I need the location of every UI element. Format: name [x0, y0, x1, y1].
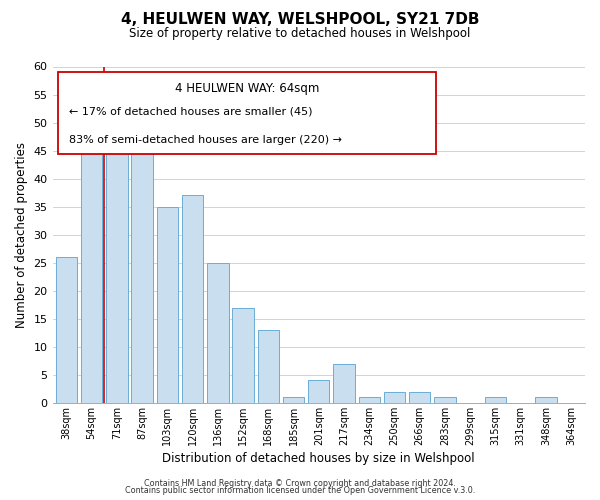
- Text: Contains public sector information licensed under the Open Government Licence v.: Contains public sector information licen…: [125, 486, 475, 495]
- X-axis label: Distribution of detached houses by size in Welshpool: Distribution of detached houses by size …: [163, 452, 475, 465]
- Bar: [535, 398, 557, 403]
- Bar: [56, 257, 77, 403]
- Bar: [232, 308, 254, 403]
- Bar: [333, 364, 355, 403]
- Y-axis label: Number of detached properties: Number of detached properties: [15, 142, 28, 328]
- Text: ← 17% of detached houses are smaller (45): ← 17% of detached houses are smaller (45…: [68, 107, 312, 117]
- Bar: [81, 140, 103, 403]
- Text: Contains HM Land Registry data © Crown copyright and database right 2024.: Contains HM Land Registry data © Crown c…: [144, 478, 456, 488]
- FancyBboxPatch shape: [58, 72, 436, 154]
- Bar: [131, 145, 153, 403]
- Bar: [106, 140, 128, 403]
- Bar: [384, 392, 405, 403]
- Text: 83% of semi-detached houses are larger (220) →: 83% of semi-detached houses are larger (…: [68, 136, 341, 145]
- Bar: [409, 392, 430, 403]
- Text: 4 HEULWEN WAY: 64sqm: 4 HEULWEN WAY: 64sqm: [175, 82, 319, 94]
- Bar: [485, 398, 506, 403]
- Bar: [257, 330, 279, 403]
- Bar: [359, 398, 380, 403]
- Bar: [308, 380, 329, 403]
- Text: Size of property relative to detached houses in Welshpool: Size of property relative to detached ho…: [130, 28, 470, 40]
- Bar: [207, 262, 229, 403]
- Bar: [434, 398, 455, 403]
- Bar: [182, 196, 203, 403]
- Text: 4, HEULWEN WAY, WELSHPOOL, SY21 7DB: 4, HEULWEN WAY, WELSHPOOL, SY21 7DB: [121, 12, 479, 28]
- Bar: [283, 398, 304, 403]
- Bar: [157, 206, 178, 403]
